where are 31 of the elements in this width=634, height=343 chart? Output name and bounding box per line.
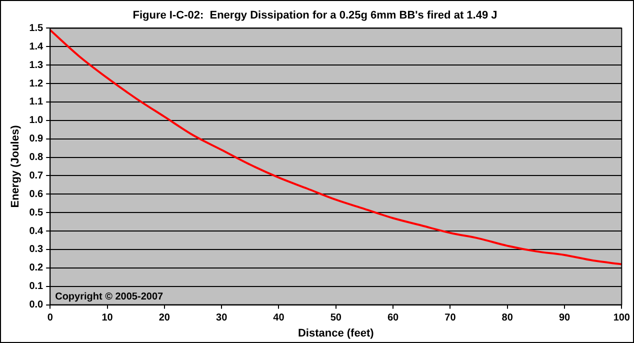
- x-tick-label: 100: [613, 312, 630, 324]
- x-tick-label: 40: [273, 312, 285, 324]
- x-tick-label: 90: [558, 312, 570, 324]
- y-tick-label: 0.1: [29, 281, 44, 292]
- y-tick-label: 0.4: [29, 226, 44, 237]
- x-tick-label: 50: [330, 312, 342, 324]
- y-tick-label: 0.2: [29, 262, 44, 274]
- x-tick-label: 20: [158, 312, 170, 324]
- x-axis-title: Distance (feet): [298, 327, 374, 340]
- y-tick-label: 1.0: [29, 115, 44, 126]
- y-tick-label: 1.1: [29, 96, 44, 108]
- x-tick-label: 80: [502, 312, 514, 324]
- y-tick-label: 0.7: [29, 170, 44, 182]
- x-tick-label: 70: [444, 312, 456, 324]
- annotation: Copyright © 2005-2007: [55, 292, 164, 303]
- y-tick-label: 0.6: [29, 188, 44, 200]
- y-axis-title: Energy (Joules): [10, 124, 22, 208]
- y-tick-label: 0.0: [29, 300, 44, 311]
- chart-title: Figure I-C-02: Energy Dissipation for a 0.25g 6mm BB's fired at 1.49 J: [132, 10, 498, 22]
- y-tick-label: 1.2: [29, 78, 44, 90]
- y-tick-label: 0.8: [29, 152, 44, 164]
- y-tick-label: 0.5: [29, 207, 44, 218]
- x-tick-label: 60: [387, 312, 400, 324]
- x-tick-label: 10: [102, 312, 114, 324]
- x-tick-label: 30: [216, 312, 228, 324]
- y-tick-label: 1.5: [29, 22, 44, 34]
- y-tick-label: 0.9: [29, 134, 44, 145]
- y-tick-label: 1.3: [29, 60, 44, 71]
- y-tick-label: 1.4: [29, 41, 44, 52]
- y-tick-label: 0.3: [29, 244, 44, 256]
- x-tick-label: 0: [47, 312, 54, 324]
